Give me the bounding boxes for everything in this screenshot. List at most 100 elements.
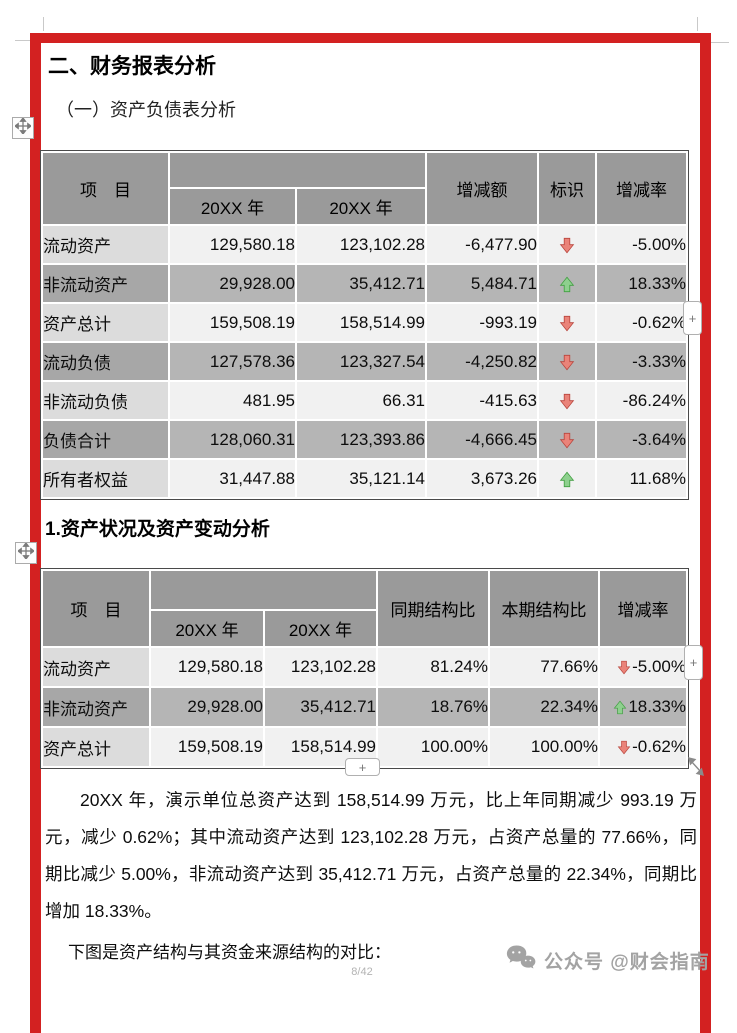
change-rate: 11.68% — [595, 458, 688, 499]
change-amount: -4,250.82 — [425, 341, 539, 382]
plus-icon: + — [689, 655, 698, 670]
trend-arrow-icon — [613, 700, 627, 715]
row-label: 非流动负债 — [41, 380, 170, 421]
trend-arrow-icon — [559, 354, 575, 371]
year2-value: 123,327.54 — [295, 341, 427, 382]
document-subtitle: （一）资产负债表分析 — [56, 100, 236, 120]
col-header-year1: 20XX 年 — [149, 609, 265, 648]
crop-mark-top-left-h — [15, 40, 30, 41]
year1-value: 29,928.00 — [149, 686, 265, 728]
change-rate-cell: -5.00% — [598, 646, 688, 688]
year2-value: 35,412.71 — [263, 686, 378, 728]
year2-value: 35,412.71 — [295, 263, 427, 304]
change-rate: -5.00% — [595, 224, 688, 265]
indicator-cell — [537, 419, 597, 460]
table-row: 非流动资产 29,928.00 35,412.71 5,484.71 18.33… — [41, 263, 688, 304]
year1-value: 129,580.18 — [168, 224, 297, 265]
indicator-cell — [537, 380, 597, 421]
table-row: 非流动资产 29,928.00 35,412.71 18.76% 22.34% … — [41, 686, 688, 728]
crop-mark-top-right-v — [697, 17, 698, 31]
change-amount: -4,666.45 — [425, 419, 539, 460]
wechat-icon — [506, 944, 536, 976]
trend-arrow-icon — [559, 393, 575, 410]
table2-insert-row-button[interactable]: + — [345, 758, 380, 776]
current-ratio: 100.00% — [488, 726, 600, 768]
indicator-cell — [537, 302, 597, 343]
chart-caption-line: 下图是资产结构与其资金来源结构的对比： — [68, 943, 391, 962]
change-rate: 18.33% — [595, 263, 688, 304]
watermark: 公众号 @财会指南 — [506, 944, 710, 976]
balance-sheet-table: 项 目 增减额 标识 增减率 20XX 年 20XX 年 流动资产 129,58… — [40, 150, 689, 500]
current-ratio: 22.34% — [488, 686, 600, 728]
col-header-change-rate: 增减率 — [598, 569, 688, 648]
year2-value: 123,102.28 — [263, 646, 378, 688]
row-label: 所有者权益 — [41, 458, 170, 499]
year2-value: 123,393.86 — [295, 419, 427, 460]
prior-ratio: 81.24% — [376, 646, 490, 688]
move-arrows-icon — [13, 116, 33, 139]
table2-insert-column-button[interactable]: + — [684, 645, 703, 680]
col-header-year2: 20XX 年 — [263, 609, 378, 648]
change-amount: -6,477.90 — [425, 224, 539, 265]
trend-arrow-icon — [559, 276, 575, 293]
year1-value: 481.95 — [168, 380, 297, 421]
table1-insert-column-button[interactable]: + — [683, 301, 702, 335]
plus-icon: + — [688, 310, 697, 326]
year1-value: 29,928.00 — [168, 263, 297, 304]
trend-arrow-icon — [617, 740, 631, 755]
crop-mark-top-left-v — [43, 17, 44, 31]
balance-table: 项 目 增减额 标识 增减率 20XX 年 20XX 年 流动资产 129,58… — [41, 151, 688, 499]
prior-ratio: 100.00% — [376, 726, 490, 768]
year1-value: 31,447.88 — [168, 458, 297, 499]
change-rate: -0.62% — [632, 737, 686, 756]
year1-value: 159,508.19 — [168, 302, 297, 343]
diagonal-resize-icon — [688, 757, 704, 776]
prior-ratio: 18.76% — [376, 686, 490, 728]
change-rate: -5.00% — [632, 657, 686, 676]
watermark-text: 公众号 @财会指南 — [544, 951, 710, 973]
year1-value: 129,580.18 — [149, 646, 265, 688]
change-amount: 5,484.71 — [425, 263, 539, 304]
indicator-cell — [537, 263, 597, 304]
col-header-change-rate: 增减率 — [595, 151, 688, 226]
indicator-cell — [537, 224, 597, 265]
change-amount: -993.19 — [425, 302, 539, 343]
year1-value: 159,508.19 — [149, 726, 265, 768]
table-row: 资产总计 159,508.19 158,514.99 -993.19 -0.62… — [41, 302, 688, 343]
col-header-current-ratio: 本期结构比 — [488, 569, 600, 648]
trend-arrow-icon — [559, 237, 575, 254]
change-rate: -0.62% — [595, 302, 688, 343]
year1-value: 127,578.36 — [168, 341, 297, 382]
trend-arrow-icon — [559, 315, 575, 332]
col-header-change-amount: 增减额 — [425, 151, 539, 226]
row-label: 负债合计 — [41, 419, 170, 460]
table-row: 非流动负债 481.95 66.31 -415.63 -86.24% — [41, 380, 688, 421]
col-header-item: 项 目 — [41, 151, 170, 226]
change-rate-cell: 18.33% — [598, 686, 688, 728]
table1-move-handle[interactable] — [12, 116, 34, 139]
plus-icon: + — [358, 759, 367, 775]
table-row: 负债合计 128,060.31 123,393.86 -4,666.45 -3.… — [41, 419, 688, 460]
change-rate-cell: -0.62% — [598, 726, 688, 768]
indicator-cell — [537, 341, 597, 382]
table2-move-handle[interactable] — [15, 541, 37, 564]
row-label: 非流动资产 — [41, 263, 170, 304]
col-header-years-group — [168, 151, 427, 189]
year1-value: 128,060.31 — [168, 419, 297, 460]
document-title: 二、财务报表分析 — [48, 55, 216, 78]
table-row: 流动资产 129,580.18 123,102.28 81.24% 77.66%… — [41, 646, 688, 688]
year2-value: 123,102.28 — [295, 224, 427, 265]
asset-table: 项 目 同期结构比 本期结构比 增减率 20XX 年 20XX 年 流动资产 1… — [41, 569, 688, 768]
section1-title: 1.资产状况及资产变动分析 — [45, 519, 270, 540]
change-amount: -415.63 — [425, 380, 539, 421]
crop-mark-top-right-h — [711, 42, 729, 43]
table2-resize-handle[interactable] — [686, 755, 706, 782]
year2-value: 66.31 — [295, 380, 427, 421]
table-row: 所有者权益 31,447.88 35,121.14 3,673.26 11.68… — [41, 458, 688, 499]
change-amount: 3,673.26 — [425, 458, 539, 499]
col-header-years-group — [149, 569, 378, 611]
asset-structure-table: 项 目 同期结构比 本期结构比 增减率 20XX 年 20XX 年 流动资产 1… — [40, 568, 689, 769]
col-header-year2: 20XX 年 — [295, 187, 427, 226]
table-row: 流动资产 129,580.18 123,102.28 -6,477.90 -5.… — [41, 224, 688, 265]
indicator-cell — [537, 458, 597, 499]
